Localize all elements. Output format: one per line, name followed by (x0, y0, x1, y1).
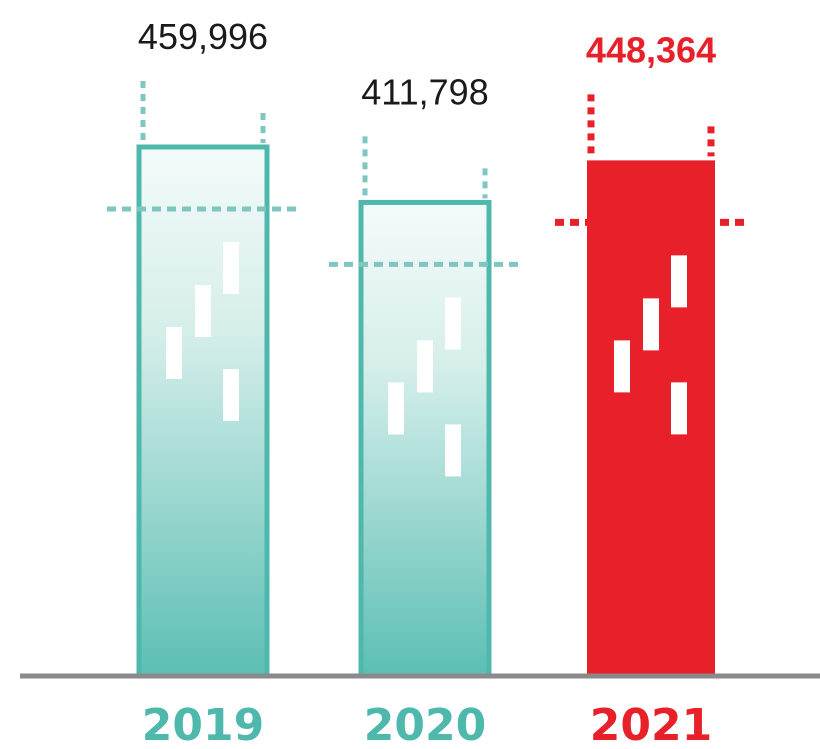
bar-2019 (136, 144, 270, 679)
candlestick-icon (388, 297, 461, 477)
category-label-2021: 2021 (590, 700, 712, 749)
candle-4 (223, 369, 239, 421)
candlestick-icon (614, 255, 687, 435)
bar-group-2019 (107, 81, 299, 679)
candle-3 (445, 297, 461, 350)
category-label-2019: 2019 (142, 700, 264, 749)
candle-1 (614, 340, 630, 393)
value-label-2019: 459,996 (138, 16, 268, 57)
category-label-2020: 2020 (364, 700, 486, 749)
bars-layer (107, 81, 747, 679)
labels-layer: 459,996 2019 411,798 2020 448,364 2021 (138, 16, 716, 749)
candle-2 (195, 285, 211, 337)
candle-4 (671, 382, 687, 435)
candle-3 (671, 255, 687, 308)
bar-group-2020 (329, 136, 521, 679)
candle-2 (417, 340, 433, 393)
candle-2 (643, 298, 659, 351)
candlestick-icon (166, 242, 239, 421)
candle-4 (445, 424, 461, 477)
candle-1 (388, 382, 404, 435)
bar-2020 (358, 199, 492, 679)
bar-group-2021 (555, 94, 747, 676)
value-label-2020: 411,798 (361, 71, 488, 112)
candle-1 (166, 327, 182, 379)
value-label-2021: 448,364 (586, 29, 716, 70)
candle-3 (223, 242, 239, 294)
bar-2021 (587, 160, 715, 676)
